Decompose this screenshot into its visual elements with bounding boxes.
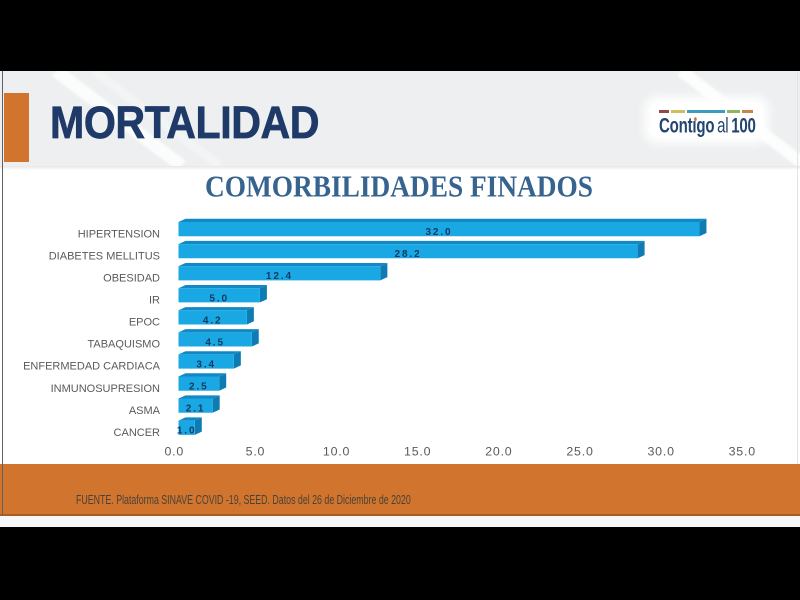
svg-text:COMORBILIDADES FINADOS: COMORBILIDADES FINADOS	[205, 170, 593, 204]
svg-text:3.4: 3.4	[196, 360, 216, 371]
svg-text:15.0: 15.0	[404, 445, 431, 459]
svg-text:CANCER: CANCER	[114, 427, 161, 439]
svg-text:35.0: 35.0	[729, 445, 756, 459]
svg-text:TABAQUISMO: TABAQUISMO	[87, 339, 160, 351]
svg-text:25.0: 25.0	[566, 445, 593, 459]
svg-text:HIPERTENSION: HIPERTENSION	[78, 228, 160, 240]
svg-text:OBESIDAD: OBESIDAD	[103, 272, 160, 284]
svg-text:4.2: 4.2	[203, 315, 223, 326]
svg-text:FUENTE. Plataforma SINAVE COVI: FUENTE. Plataforma SINAVE COVID -19, SEE…	[76, 493, 411, 507]
svg-text:4.5: 4.5	[205, 337, 225, 348]
svg-text:10.0: 10.0	[323, 445, 350, 459]
svg-text:20.0: 20.0	[485, 445, 512, 459]
svg-text:INMUNOSUPRESION: INMUNOSUPRESION	[51, 383, 160, 395]
svg-text:EPOC: EPOC	[129, 317, 160, 329]
svg-text:DIABETES MELLITUS: DIABETES MELLITUS	[49, 250, 160, 262]
svg-text:2.5: 2.5	[189, 382, 209, 393]
svg-text:2.1: 2.1	[186, 404, 206, 415]
svg-text:MORTALIDAD: MORTALIDAD	[50, 98, 319, 148]
svg-text:IR: IR	[149, 295, 160, 307]
svg-text:0.0: 0.0	[164, 445, 184, 459]
svg-text:30.0: 30.0	[647, 445, 674, 459]
svg-text:32.0: 32.0	[425, 227, 452, 238]
svg-text:Contıgo al 100: Contıgo al 100	[659, 113, 756, 137]
svg-text:28.2: 28.2	[395, 249, 422, 260]
svg-text:5.0: 5.0	[246, 445, 266, 459]
svg-text:1.0: 1.0	[177, 426, 197, 437]
svg-text:5.0: 5.0	[209, 293, 229, 304]
svg-text:ENFERMEDAD CARDIACA: ENFERMEDAD CARDIACA	[23, 361, 161, 373]
svg-text:ASMA: ASMA	[129, 405, 161, 417]
svg-text:12.4: 12.4	[266, 271, 293, 282]
